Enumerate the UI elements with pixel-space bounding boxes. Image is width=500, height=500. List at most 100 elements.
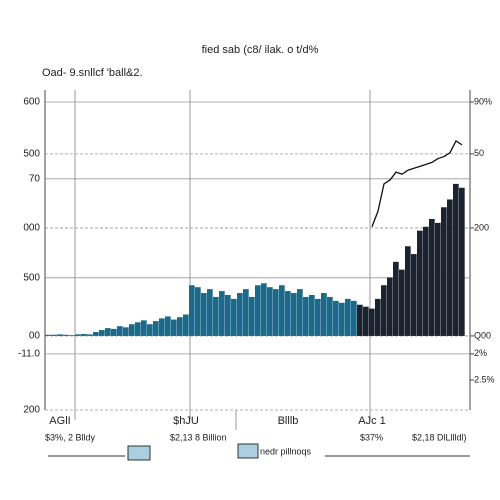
bar [57, 334, 63, 336]
annotation: nedr pillnoqs [260, 446, 312, 456]
y-tick-label: 600 [23, 97, 40, 108]
chart-subtitle: Oad- 9.snllcf 'ball&2. [42, 67, 143, 79]
bar [369, 308, 375, 336]
bar [267, 287, 273, 336]
bar [189, 285, 195, 336]
legend-swatch [127, 445, 151, 461]
bar [243, 289, 249, 336]
bar [273, 289, 279, 336]
bar [345, 298, 351, 336]
y2-tick-label: 2.5% [474, 374, 495, 384]
bar [435, 222, 441, 336]
bar [51, 334, 57, 336]
x-tick-label: AJc 1 [358, 415, 386, 427]
bar [201, 293, 207, 336]
annotation: $37% [360, 432, 383, 442]
y2-tick-label: 200 [474, 222, 489, 232]
bar [45, 334, 51, 336]
bar [75, 334, 81, 336]
bar [93, 332, 99, 336]
bar [249, 296, 255, 336]
x-tick-label: AGlI [49, 415, 70, 427]
line [371, 140, 463, 227]
bar [429, 218, 435, 336]
y2-tick-label: 50 [474, 148, 484, 158]
bar [453, 183, 459, 336]
bar [279, 285, 285, 336]
bar [87, 334, 93, 336]
bar [123, 327, 129, 336]
bar [153, 321, 159, 336]
bar [393, 261, 399, 336]
y-tick-label: 70 [29, 173, 41, 184]
y-tick-label: 500 [23, 272, 40, 283]
bar [69, 335, 75, 336]
bar [285, 291, 291, 336]
bar [129, 324, 135, 336]
bar [387, 277, 393, 336]
bar [261, 283, 267, 336]
bar [213, 296, 219, 336]
bar [171, 319, 177, 336]
bar [333, 300, 339, 336]
bar [351, 300, 357, 336]
annotation: $2,13 8 Billion [170, 432, 227, 442]
bar [399, 269, 405, 336]
bar [225, 294, 231, 336]
bar [375, 298, 381, 336]
annotation: $3%, 2 Blldy [45, 432, 96, 442]
bar [357, 304, 363, 336]
bar [159, 318, 165, 336]
y-tick-label: 00 [29, 331, 41, 342]
bar [99, 330, 105, 336]
bar [447, 199, 453, 336]
bar [405, 246, 411, 336]
bar [297, 289, 303, 336]
x-tick-label: Blllb [278, 415, 299, 427]
bar [303, 296, 309, 336]
bar [219, 291, 225, 336]
bar [381, 285, 387, 336]
bar [411, 254, 417, 336]
bar [207, 289, 213, 336]
bar [63, 334, 69, 336]
bar [315, 298, 321, 336]
bar [105, 328, 111, 336]
bar [147, 324, 153, 336]
bar [255, 285, 261, 336]
y2-tick-label: 90% [474, 96, 492, 106]
y-tick-label: 500 [23, 148, 40, 159]
y-tick-label: 200 [23, 405, 40, 416]
bar [183, 314, 189, 336]
bar [363, 306, 369, 336]
bar [195, 287, 201, 336]
bar [321, 293, 327, 336]
bar [327, 296, 333, 336]
bar [309, 294, 315, 336]
bar [165, 316, 171, 336]
chart-title: fied sab (c8/ ilak. o t/d% [202, 44, 319, 56]
bar [291, 293, 297, 336]
legend-swatch [237, 443, 259, 459]
bar [237, 293, 243, 336]
annotation: $2,18 DlLllldl) [412, 432, 467, 442]
bar [135, 322, 141, 336]
bar [441, 207, 447, 336]
y2-tick-label: Q00 [474, 330, 491, 340]
y2-tick-label: 2% [474, 348, 487, 358]
bar [177, 317, 183, 336]
bar [339, 302, 345, 336]
y-tick-label: 000 [23, 223, 40, 234]
bar [81, 333, 87, 336]
bar [231, 298, 237, 336]
bar [423, 226, 429, 336]
bar [459, 187, 465, 336]
bar [117, 326, 123, 336]
bar [141, 320, 147, 336]
bar [111, 328, 117, 336]
bar [417, 230, 423, 336]
x-tick-label: $hJU [173, 415, 199, 427]
y-tick-label: -11.0 [18, 348, 40, 359]
